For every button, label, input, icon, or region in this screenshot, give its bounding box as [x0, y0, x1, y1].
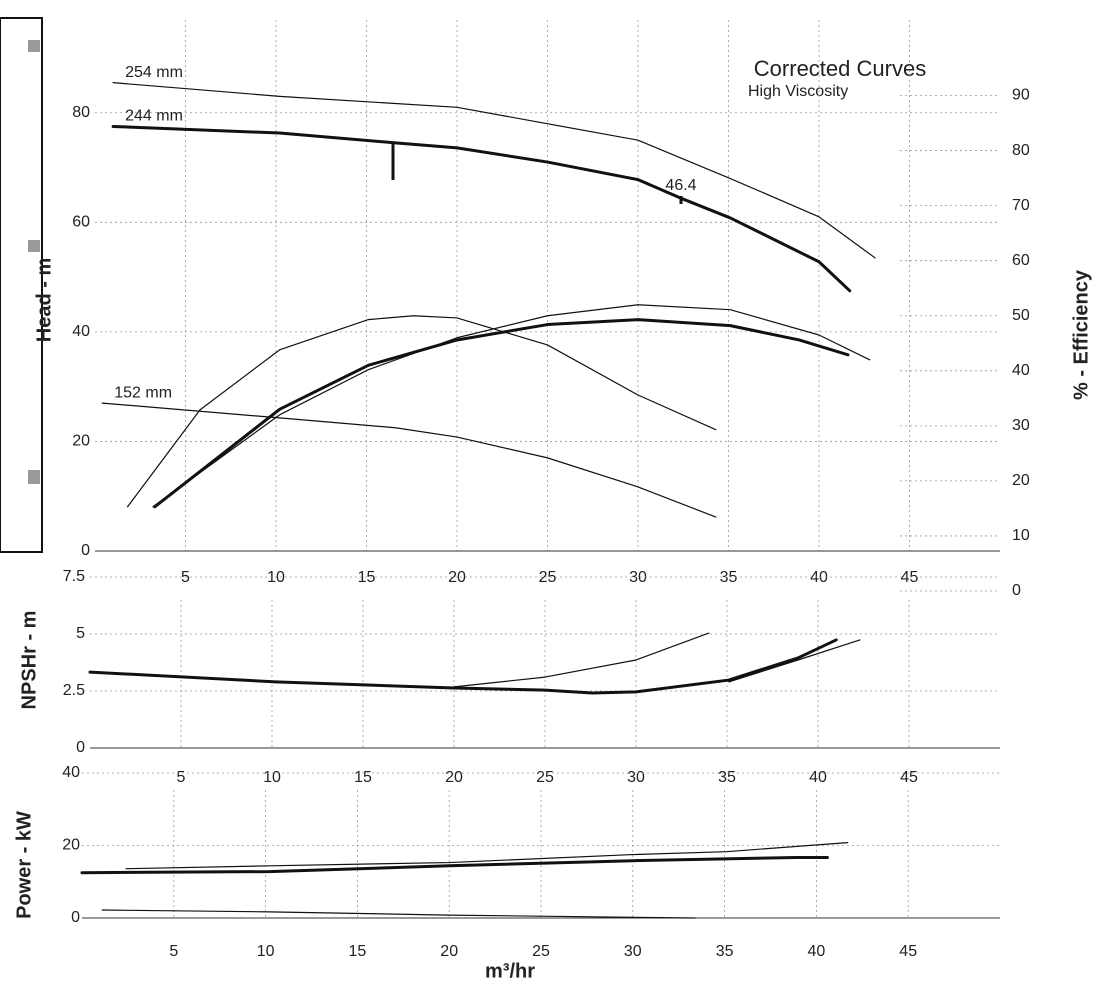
- x-tick-label: 25: [539, 569, 557, 586]
- y2-tick-label: 10: [1012, 527, 1030, 544]
- x-tick-label: 10: [257, 943, 275, 960]
- y-tick-label: 40: [62, 764, 80, 781]
- curve: [82, 857, 827, 872]
- x-tick-label: 40: [809, 769, 827, 786]
- curve: [454, 633, 709, 687]
- curve: [102, 403, 716, 517]
- x-tick-label: 40: [808, 943, 826, 960]
- y2-tick-label: 40: [1012, 362, 1030, 379]
- curve: [102, 910, 695, 918]
- x-tick-label: 5: [177, 769, 186, 786]
- y-axis-label: Power - kW: [13, 811, 35, 919]
- x-tick-label: 45: [901, 569, 919, 586]
- chart-subtitle: High Viscosity: [748, 83, 848, 100]
- x-tick-label: 15: [354, 769, 372, 786]
- x-tick-label: 5: [181, 569, 190, 586]
- x-axis-label: m³/hr: [485, 960, 535, 982]
- x-tick-label: 25: [536, 769, 554, 786]
- x-tick-label: 20: [448, 569, 466, 586]
- y-axis-label: Head - m: [33, 258, 55, 342]
- y2-tick-label: 70: [1012, 197, 1030, 214]
- x-tick-label: 45: [900, 769, 918, 786]
- y-tick-label: 80: [72, 104, 90, 121]
- x-tick-label: 35: [718, 769, 736, 786]
- chart-title: Corrected Curves: [754, 56, 926, 81]
- y2-tick-label: 0: [1012, 582, 1021, 599]
- curve: [153, 305, 870, 507]
- curve: [729, 640, 860, 682]
- curve-label: 244 mm: [125, 108, 183, 125]
- y-tick-label: 20: [62, 837, 80, 854]
- y-tick-label: 0: [81, 542, 90, 559]
- y2-tick-label: 30: [1012, 417, 1030, 434]
- y2-tick-label: 20: [1012, 472, 1030, 489]
- y-axis-label: NPSHr - m: [18, 611, 40, 710]
- x-tick-label: 15: [358, 569, 376, 586]
- curve-label: 152 mm: [114, 384, 172, 401]
- curve-label: 254 mm: [125, 64, 183, 81]
- x-tick-label: 15: [349, 943, 367, 960]
- y-tick-label: 0: [71, 909, 80, 926]
- chart: Corrected Curves High Viscosity 46.4 Hea…: [0, 0, 1107, 986]
- x-tick-label: 25: [532, 943, 550, 960]
- x-tick-label: 10: [263, 769, 281, 786]
- curve: [128, 316, 716, 507]
- y-tick-label: 60: [72, 214, 90, 231]
- scan-mark: [28, 240, 40, 252]
- y2-tick-label: 80: [1012, 142, 1030, 159]
- y-tick-label: 0: [76, 739, 85, 756]
- x-tick-label: 20: [440, 943, 458, 960]
- x-tick-label: 20: [445, 769, 463, 786]
- y-tick-label: 40: [72, 323, 90, 340]
- curve: [113, 126, 850, 290]
- x-tick-label: 45: [899, 943, 917, 960]
- x-tick-label: 35: [720, 569, 738, 586]
- scan-mark: [28, 470, 40, 484]
- scan-mark: [28, 40, 40, 52]
- x-tick-label: 5: [169, 943, 178, 960]
- curve: [155, 320, 848, 507]
- y-tick-label: 20: [72, 433, 90, 450]
- x-tick-label: 30: [629, 569, 647, 586]
- x-tick-label: 35: [716, 943, 734, 960]
- y2-axis-label: % - Efficiency: [1070, 269, 1092, 400]
- y-tick-label: 5: [76, 625, 85, 642]
- curve: [90, 640, 836, 693]
- y2-tick-label: 50: [1012, 307, 1030, 324]
- x-tick-label: 40: [810, 569, 828, 586]
- y2-tick-label: 90: [1012, 87, 1030, 104]
- y2-tick-label: 60: [1012, 252, 1030, 269]
- annotation: 46.4: [665, 177, 696, 194]
- y-tick-label: 7.5: [63, 568, 85, 585]
- x-tick-label: 30: [627, 769, 645, 786]
- x-tick-label: 10: [267, 569, 285, 586]
- y-tick-label: 2.5: [63, 682, 85, 699]
- x-tick-label: 30: [624, 943, 642, 960]
